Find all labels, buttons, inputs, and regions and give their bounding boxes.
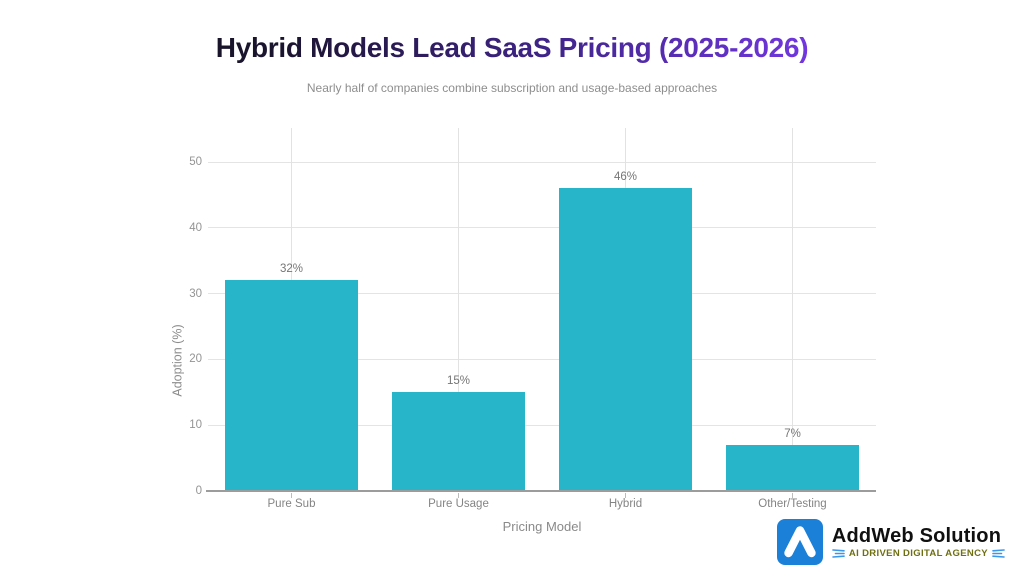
- x-tick-label: Hybrid: [608, 498, 643, 510]
- y-tick-label: 40: [189, 221, 202, 234]
- y-tick-label: 0: [195, 485, 202, 497]
- x-axis-line: [206, 490, 876, 492]
- y-tick-label: 30: [189, 287, 202, 300]
- y-tick-label: 20: [189, 353, 202, 366]
- gridline-horizontal: [208, 424, 876, 426]
- tagline-right-icon: [992, 549, 1005, 558]
- gridline-vertical: [458, 128, 459, 491]
- brand-name: AddWeb Solution: [831, 525, 1002, 547]
- x-tick-label: Pure Usage: [428, 498, 489, 510]
- x-tick-mark: [792, 493, 793, 498]
- bar-other-testing: [726, 444, 859, 491]
- y-tick-label: 50: [189, 156, 202, 168]
- x-tick-mark: [291, 493, 292, 498]
- x-tick-label: Other/Testing: [758, 498, 827, 510]
- gridline-horizontal: [208, 227, 876, 229]
- gridline-horizontal: [208, 161, 876, 163]
- plot-area: 32% 15% 46% 7%: [206, 128, 876, 498]
- x-tick-label: Pure Sub: [267, 498, 316, 510]
- bar-pure-sub: [225, 280, 358, 491]
- gridline-horizontal: [208, 358, 876, 360]
- x-tick-mark: [458, 493, 459, 498]
- bar-value-label: 15%: [446, 375, 471, 388]
- bar-value-label: 7%: [784, 427, 801, 440]
- chart-title: Hybrid Models Lead SaaS Pricing (2025-20…: [0, 32, 1024, 64]
- bar-value-label: 46%: [613, 171, 638, 184]
- x-axis-title: Pricing Model: [502, 519, 582, 534]
- tagline-left-icon: [832, 549, 845, 558]
- chart-subtitle: Nearly half of companies combine subscri…: [306, 81, 718, 95]
- gridline-vertical: [792, 128, 793, 491]
- brand-footer: AddWeb Solution AI DRIVEN DIGITAL AGENCY: [776, 519, 1005, 565]
- logo-a-icon: [784, 526, 816, 558]
- x-tick-mark: [625, 493, 626, 498]
- brand-tagline-row: AI DRIVEN DIGITAL AGENCY: [832, 548, 1005, 559]
- bar-value-label: 32%: [279, 263, 304, 276]
- bar-hybrid: [559, 188, 692, 491]
- brand-text: AddWeb Solution AI DRIVEN DIGITAL AGENCY: [832, 525, 1005, 559]
- y-tick-label: 10: [189, 419, 202, 432]
- brand-tagline: AI DRIVEN DIGITAL AGENCY: [848, 548, 988, 559]
- gridline-horizontal: [208, 293, 876, 295]
- bar-pure-usage: [392, 392, 525, 491]
- addweb-logo-icon: [776, 519, 823, 565]
